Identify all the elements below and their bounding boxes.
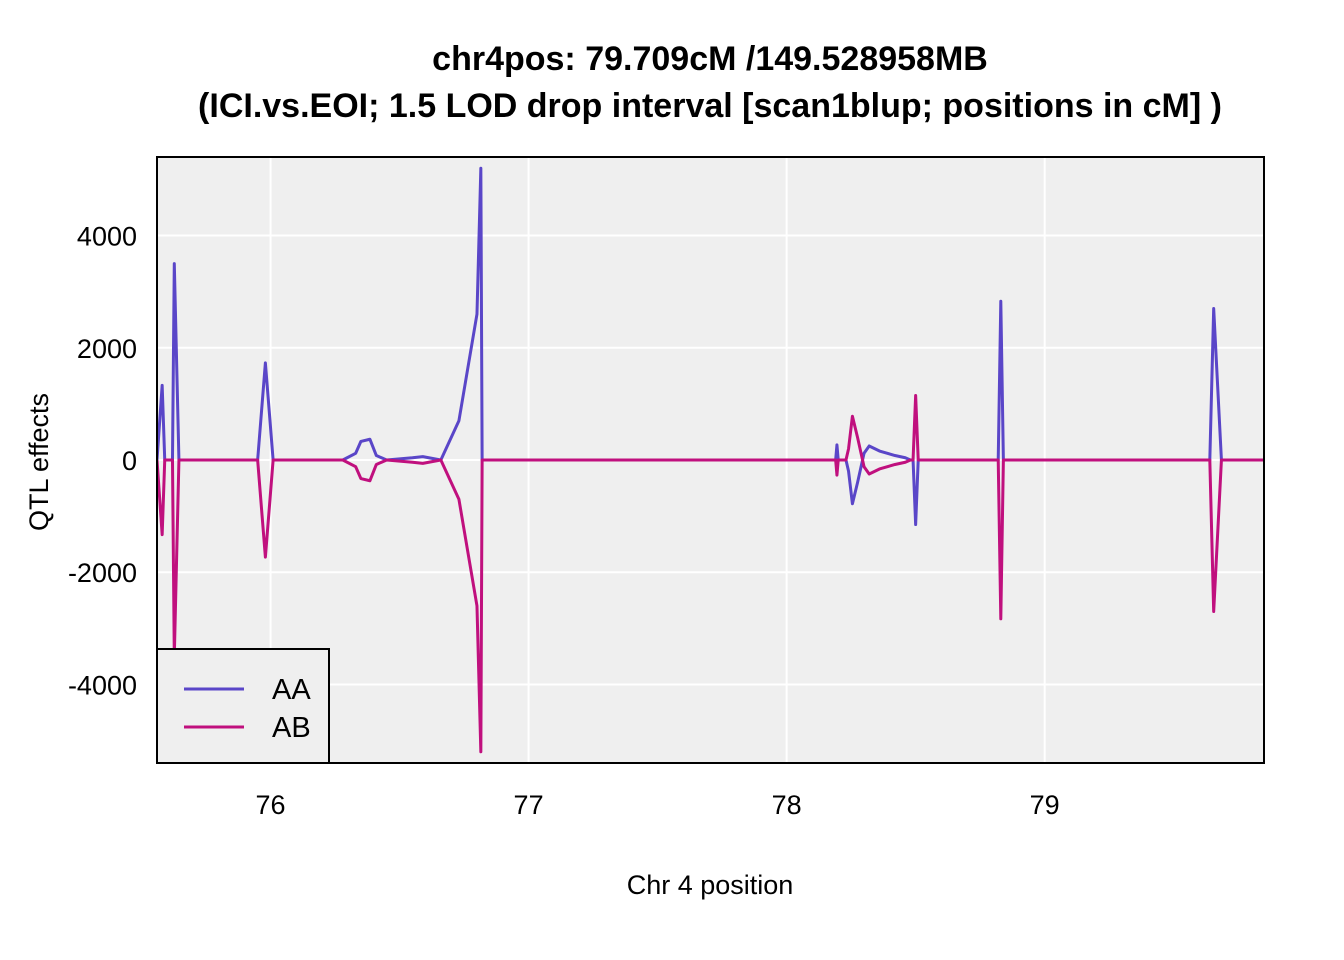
y-tick-label: -2000 [68,558,137,588]
series-line-ab [157,393,1264,754]
y-tick-label: 2000 [77,334,137,364]
x-axis-label: Chr 4 position [627,870,794,900]
x-tick-label: 77 [514,790,544,820]
y-tick-label: 0 [122,446,137,476]
chart-subtitle: (ICI.vs.EOI; 1.5 LOD drop interval [scan… [198,87,1222,125]
chart-title: chr4pos: 79.709cM /149.528958MB [432,40,988,78]
y-tick-label: -4000 [68,670,137,700]
legend-label-aa: AA [272,674,311,706]
series-layer [157,166,1264,754]
y-tick-label: 4000 [77,222,137,252]
legend-box [156,648,330,764]
legend-label-ab: AB [272,712,311,744]
x-axis: 76 77 78 79 [256,790,1060,820]
y-axis: -4000 -2000 0 2000 4000 [68,222,137,701]
x-tick-label: 79 [1030,790,1060,820]
plot-frame [156,156,1265,764]
legend: AA AB [156,648,330,764]
y-axis-label: QTL effects [24,393,54,531]
x-tick-label: 78 [772,790,802,820]
x-tick-label: 76 [256,790,286,820]
